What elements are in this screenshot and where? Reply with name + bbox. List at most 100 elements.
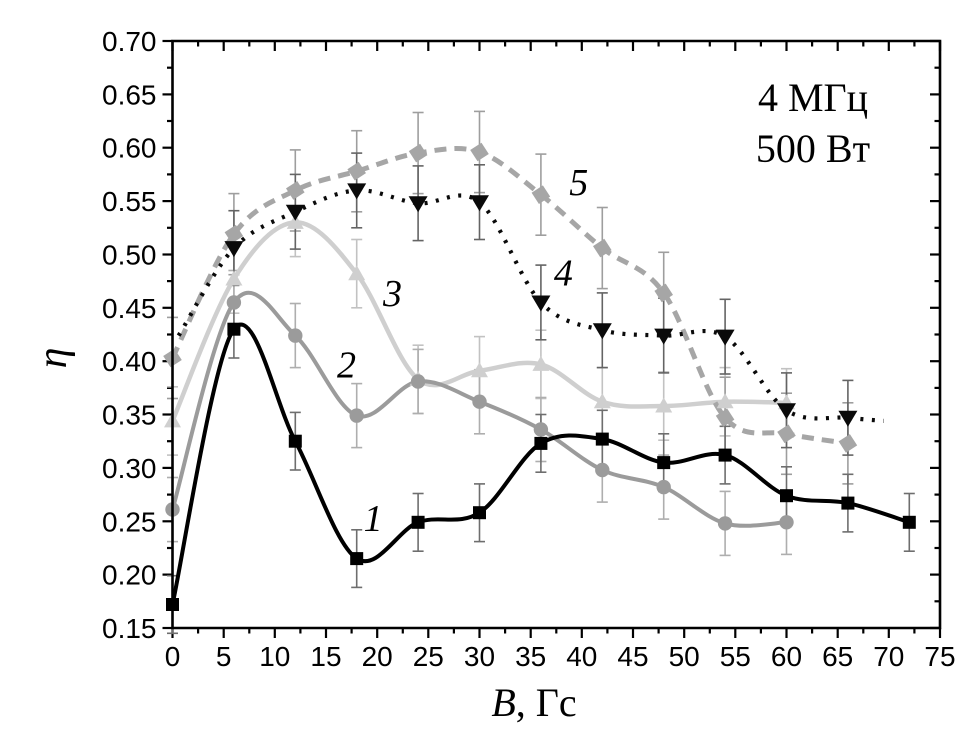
x-tick-label: 70	[873, 641, 904, 672]
triangle-up-marker	[593, 393, 611, 409]
annotation-frequency: 4 МГц	[758, 75, 868, 120]
series-4-markers	[224, 183, 858, 427]
triangle-up-marker	[225, 270, 243, 286]
x-tick-label: 0	[165, 641, 181, 672]
x-tick-label: 35	[515, 641, 546, 672]
triangle-down-marker	[531, 295, 551, 312]
diamond-marker	[286, 181, 305, 200]
diamond-marker	[408, 143, 428, 163]
x-tick-label: 75	[924, 641, 955, 672]
circle-marker	[349, 408, 364, 423]
series-2-markers	[165, 295, 794, 531]
square-marker	[227, 322, 241, 336]
square-marker	[780, 489, 793, 503]
curve-label-3: 3	[382, 273, 402, 315]
y-tick-labels: 0.15 0.20 0.25 0.30 0.35 0.40 0.45 0.50 0.55 0.60…	[102, 26, 157, 644]
curve-labels: 32 5 4 1	[337, 162, 588, 540]
square-marker	[350, 552, 364, 566]
circle-marker	[226, 295, 242, 310]
triangle-up-marker	[471, 362, 488, 378]
x-tick-label: 60	[771, 641, 802, 672]
x-tick-label: 15	[310, 641, 341, 672]
x-axis-title-units: , Гс	[516, 680, 577, 725]
curve-label-5: 5	[569, 162, 588, 204]
x-tick-label: 30	[464, 641, 495, 672]
curve-label-2: 2	[337, 344, 356, 386]
x-axis-title: B, Гс	[491, 680, 576, 725]
y-tick-label: 0.50	[102, 240, 157, 271]
circle-marker	[779, 515, 794, 530]
triangle-down-marker	[777, 403, 796, 420]
plot-border	[171, 39, 942, 630]
square-marker	[902, 515, 916, 529]
diamond-marker	[654, 283, 673, 303]
axis-ticks	[162, 39, 942, 638]
x-tick-label: 10	[259, 641, 290, 672]
x-tick-label: 40	[566, 641, 597, 672]
triangle-down-marker	[838, 410, 858, 427]
diamond-marker	[347, 161, 366, 181]
circle-marker	[410, 374, 426, 389]
circle-marker	[472, 394, 487, 409]
x-tick-label: 50	[669, 641, 700, 672]
triangle-up-marker	[655, 397, 673, 413]
x-tick-label: 5	[216, 641, 232, 672]
x-tick-label: 25	[413, 641, 444, 672]
circle-marker	[595, 462, 610, 478]
diamond-marker	[777, 424, 796, 444]
y-axis-title: η	[30, 348, 76, 369]
square-marker	[718, 448, 732, 462]
series-5-line	[170, 145, 849, 446]
y-tick-label: 0.15	[102, 613, 157, 644]
triangle-down-marker	[285, 204, 305, 221]
square-marker	[595, 432, 609, 446]
triangle-up-marker	[716, 393, 734, 409]
circle-marker	[656, 479, 671, 495]
triangle-up-marker	[348, 265, 366, 281]
circle-marker	[288, 328, 303, 343]
diamond-marker	[838, 434, 858, 453]
curve-label-4: 4	[554, 253, 573, 295]
y-tick-label: 0.35	[102, 400, 157, 431]
y-tick-label: 0.30	[102, 453, 157, 484]
y-tick-label: 0.25	[102, 506, 157, 537]
triangle-down-marker	[715, 329, 735, 346]
circle-marker	[533, 422, 549, 437]
triangle-down-marker	[347, 183, 367, 200]
triangle-down-marker	[592, 323, 612, 340]
x-tick-label: 45	[617, 641, 648, 672]
y-tick-label: 0.40	[102, 346, 157, 377]
x-tick-label: 55	[720, 641, 751, 672]
x-tick-label: 20	[362, 641, 393, 672]
y-tick-label: 0.55	[102, 186, 157, 217]
annotation-power: 500 Вт	[756, 126, 870, 171]
y-tick-label: 0.70	[102, 26, 157, 57]
y-tick-label: 0.20	[102, 560, 157, 591]
x-tick-labels: 0 5 10 15 20 25 30 35 40 45 50 55 60 65 70 75	[165, 641, 956, 672]
diamond-marker	[470, 142, 489, 162]
y-tick-label: 0.60	[102, 133, 157, 164]
curve-label-1: 1	[364, 498, 383, 540]
square-marker	[288, 434, 302, 448]
series-5-markers	[163, 142, 858, 453]
diamond-marker	[593, 238, 612, 258]
diamond-marker	[715, 408, 735, 427]
square-marker	[534, 436, 548, 450]
triangle-up-marker	[286, 213, 304, 229]
triangle-down-marker	[470, 195, 489, 212]
diamond-marker	[531, 185, 551, 204]
annotation-block: 4 МГц 500 Вт	[756, 75, 870, 171]
y-tick-label: 0.45	[102, 293, 157, 324]
circle-marker	[717, 516, 733, 531]
square-marker	[473, 506, 486, 520]
diamond-marker	[224, 224, 244, 244]
triangle-down-marker	[224, 241, 244, 258]
x-axis-title-symbol: B	[491, 680, 515, 725]
triangle-down-marker	[408, 196, 428, 213]
x-tick-label: 65	[822, 641, 853, 672]
triangle-up-marker	[532, 355, 550, 371]
series-1-line	[170, 322, 910, 605]
triangle-down-marker	[654, 328, 674, 345]
